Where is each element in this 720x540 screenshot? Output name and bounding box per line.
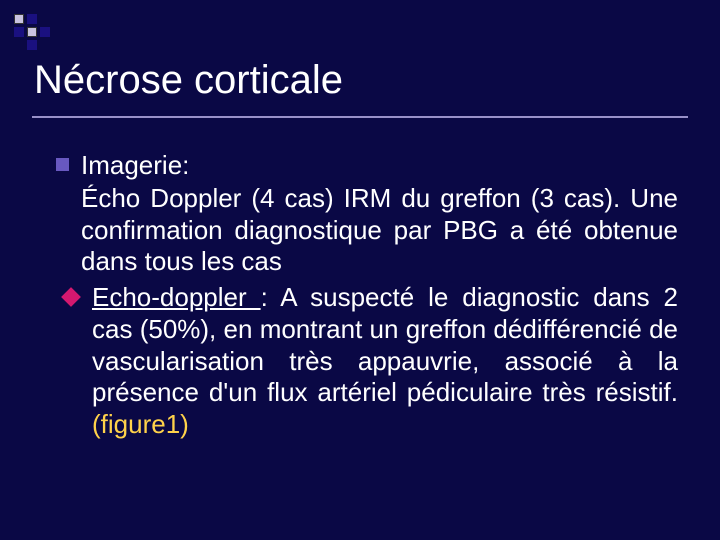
square-bullet-icon xyxy=(56,158,69,171)
content-area: Imagerie: Écho Doppler (4 cas) IRM du gr… xyxy=(56,150,678,441)
corner-decoration xyxy=(14,14,50,50)
title-underline xyxy=(32,116,688,118)
slide-title: Nécrose corticale xyxy=(34,58,343,103)
section-heading: Imagerie: xyxy=(81,150,189,181)
bullet-item: Imagerie: xyxy=(56,150,678,181)
body-paragraph: Écho Doppler (4 cas) IRM du greffon (3 c… xyxy=(81,183,678,278)
slide: Nécrose corticale Imagerie: Écho Doppler… xyxy=(0,0,720,540)
diamond-bullet-icon xyxy=(61,287,81,307)
echo-doppler-label: Echo-doppler xyxy=(92,282,261,312)
sub-bullet-item: Echo-doppler : A suspecté le diagnostic … xyxy=(92,282,678,441)
sub-separator: : xyxy=(261,282,281,312)
figure-reference: (figure1) xyxy=(92,409,189,439)
